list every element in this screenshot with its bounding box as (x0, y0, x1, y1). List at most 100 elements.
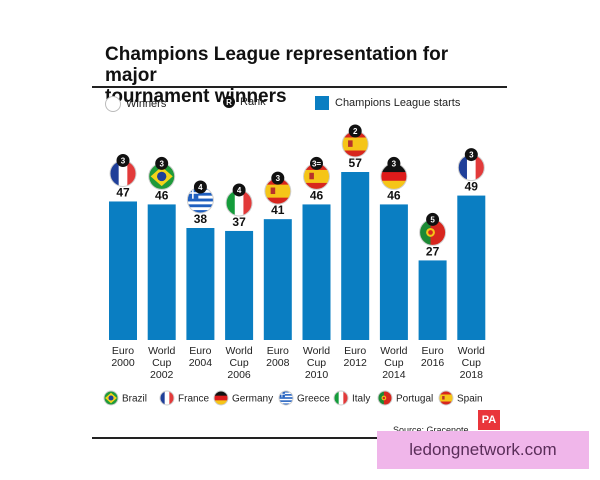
category-label: Euro 2016 (421, 345, 445, 369)
country-flag-icon (334, 391, 348, 405)
legend-starts: Champions League starts (315, 96, 460, 110)
country-flag-icon (104, 391, 118, 405)
rank-badge (310, 156, 323, 170)
country-legend-item: Germany (213, 390, 273, 406)
bar (186, 228, 215, 340)
bottom-divider (92, 437, 507, 439)
category-label: World Cup 2018 (458, 345, 485, 381)
country-legend-item: Portugal (377, 390, 433, 406)
winner-flag-icon (110, 160, 136, 187)
bar-value-label: 27 (426, 244, 440, 258)
country-legend-item: Greece (278, 390, 330, 406)
country-legend-item: Italy (333, 390, 370, 406)
country-legend-label: Italy (352, 394, 370, 405)
legend-rank-label: Rank (240, 96, 266, 108)
category-label-line: 2008 (266, 357, 290, 369)
winner-flag-icon (342, 131, 369, 157)
rank-badge (387, 156, 401, 170)
category-label-line: 2014 (382, 369, 406, 381)
category-label-line: 2000 (111, 357, 135, 369)
rank-badge (271, 171, 285, 185)
bar-group: 38 4 Euro 2004 (186, 180, 215, 369)
rank-badge (155, 156, 169, 170)
top-divider (92, 86, 507, 88)
bar-value-label: 47 (116, 185, 130, 199)
category-label: World Cup 2006 (225, 345, 252, 381)
category-label: World Cup 2002 (148, 345, 175, 381)
category-label-line: World (458, 345, 485, 357)
rank-label: 3 (121, 156, 126, 165)
winner-flag-icon (226, 189, 253, 216)
category-label: Euro 2012 (344, 345, 368, 369)
rank-badge (464, 148, 478, 162)
category-label-line: 2012 (344, 357, 368, 369)
category-label-line: World (225, 345, 252, 357)
bar (341, 172, 370, 340)
rank-badge (193, 180, 207, 194)
country-legend-label: Portugal (396, 394, 433, 405)
category-label-line: 2004 (189, 357, 213, 369)
country-legend-label: France (178, 394, 210, 405)
chart-title-line-1: Champions League representation for majo… (105, 44, 449, 86)
bar (263, 219, 292, 340)
legend-starts-label: Champions League starts (335, 97, 461, 109)
country-legend-label: Brazil (122, 394, 147, 405)
category-label: Euro 2004 (189, 345, 213, 369)
rank-label: 3 (469, 151, 474, 160)
legend-winners: Winners (105, 96, 166, 112)
rank-label: 3 (392, 159, 397, 168)
bar-group: 37 4 World Cup 2006 (225, 183, 254, 381)
country-legend-label: Greece (297, 394, 330, 405)
category-label-line: Cup (462, 357, 481, 369)
source-note: Source: Gracenote (393, 425, 469, 435)
rank-label: 2 (353, 127, 358, 136)
rank-badge (116, 153, 130, 167)
bar-group: 46 3 World Cup 2014 (379, 156, 408, 381)
winner-circle-icon (105, 96, 121, 112)
category-label-line: 2018 (460, 369, 484, 381)
category-label-line: Euro (267, 345, 289, 357)
category-label-line: World (303, 345, 330, 357)
category-label-line: Euro (189, 345, 211, 357)
country-flag-icon (378, 391, 392, 405)
category-label-line: 2010 (305, 369, 329, 381)
category-label-line: Cup (307, 357, 326, 369)
bar-value-label: 41 (271, 203, 285, 217)
country-legend-item: France (159, 390, 210, 406)
category-label: World Cup 2014 (380, 345, 407, 381)
bar-value-label: 46 (155, 188, 169, 202)
watermark: ledongnetwork.com (377, 431, 589, 469)
category-label-line: 2002 (150, 369, 174, 381)
rank-label: 3 (276, 174, 281, 183)
bar-group: 27 5 Euro 2016 (418, 212, 447, 369)
bar-value-label: 57 (349, 156, 363, 170)
bar (302, 204, 331, 340)
bar (457, 195, 486, 340)
bar-value-label: 46 (310, 188, 324, 202)
rank-label: 3= (312, 159, 321, 168)
country-flag-icon (160, 391, 174, 405)
country-legend-label: Germany (232, 394, 273, 405)
bar-value-label: 46 (387, 188, 401, 202)
country-flag-icon (439, 391, 453, 405)
bar-value-label: 38 (194, 212, 208, 226)
chart-title: Champions League representation for majo… (105, 44, 505, 107)
bar-swatch-icon (315, 96, 329, 110)
rank-label: 4 (237, 186, 242, 195)
category-label-line: 2006 (227, 369, 251, 381)
category-label: World Cup 2010 (303, 345, 330, 381)
bar-value-label: 49 (465, 180, 479, 194)
bar-group: 46 3= World Cup 2010 (302, 156, 331, 381)
bar-value-label: 37 (232, 215, 246, 229)
country-legend-item: Spain (438, 390, 483, 406)
rank-badge (232, 183, 246, 197)
winner-flag-icon (148, 163, 175, 190)
category-label-line: World (148, 345, 175, 357)
rank-badge-icon: R (223, 96, 235, 108)
bar-group: 57 2 Euro 2012 (341, 124, 370, 369)
bar (147, 204, 176, 340)
category-label-line: Euro (344, 345, 366, 357)
bar (225, 230, 254, 340)
country-flag-icon (214, 391, 228, 405)
